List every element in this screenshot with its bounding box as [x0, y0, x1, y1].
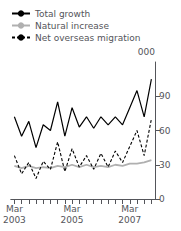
svg-text:2005: 2005 — [61, 215, 84, 225]
svg-text:0: 0 — [159, 194, 165, 204]
svg-text:Mar: Mar — [6, 204, 23, 214]
svg-text:000: 000 — [138, 47, 155, 57]
svg-text:30: 30 — [159, 160, 171, 170]
svg-text:Mar: Mar — [64, 204, 81, 214]
svg-text:Total growth: Total growth — [34, 9, 90, 19]
svg-text:2003: 2003 — [3, 215, 26, 225]
svg-text:2007: 2007 — [118, 215, 141, 225]
svg-text:90: 90 — [159, 91, 171, 101]
svg-text:60: 60 — [159, 126, 171, 136]
svg-text:Net overseas migration: Net overseas migration — [35, 33, 140, 43]
svg-text:Mar: Mar — [121, 204, 138, 214]
svg-text:Natural increase: Natural increase — [35, 21, 109, 31]
